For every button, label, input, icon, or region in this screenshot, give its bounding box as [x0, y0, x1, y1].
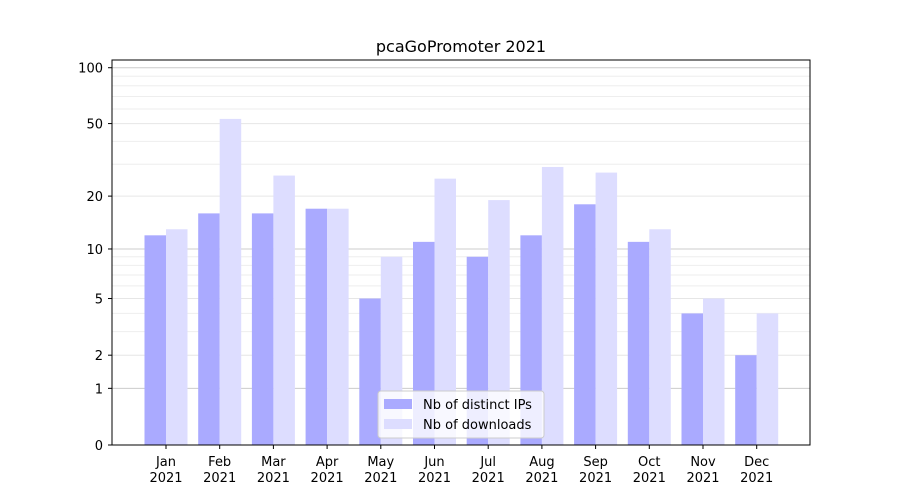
- bar-may-series-1: [359, 298, 381, 445]
- bar-feb-series-2: [219, 118, 242, 445]
- x-tick-year-label: 2021: [472, 471, 505, 486]
- x-tick-label: Dec: [744, 455, 769, 470]
- y-tick-label: 10: [86, 243, 103, 258]
- bar-jun-series-2: [434, 178, 456, 445]
- x-tick-label: Mar: [261, 455, 286, 470]
- bar-sep-series-2: [595, 172, 618, 445]
- legend-box: [377, 390, 545, 439]
- x-tick-year-label: 2021: [579, 471, 612, 486]
- plot-frame: [111, 59, 811, 446]
- x-tick-year-label: 2021: [257, 471, 290, 486]
- x-tick-label: Jun: [423, 455, 444, 470]
- y-tick-label: 20: [86, 190, 103, 205]
- chart-title: pcaGoPromoter 2021: [376, 37, 546, 56]
- bar-nov-series-2: [703, 298, 725, 445]
- x-tick-label: Jul: [479, 455, 496, 470]
- bar-mar-series-2: [273, 175, 295, 445]
- bar-jan-series-1: [144, 235, 166, 445]
- bar-aug-series-2: [541, 166, 564, 445]
- bar-sep-series-1: [574, 204, 596, 445]
- bar-oct-series-1: [627, 241, 650, 445]
- y-tick-label: 5: [95, 293, 103, 308]
- bar-jul-series-2: [488, 200, 510, 445]
- x-tick-year-label: 2021: [633, 471, 666, 486]
- bar-feb-series-1: [198, 213, 220, 445]
- x-tick-label: Feb: [208, 455, 231, 470]
- legend-label: Nb of distinct IPs: [423, 398, 532, 413]
- x-tick-label: May: [367, 455, 394, 470]
- y-tick-label: 0: [95, 439, 103, 454]
- x-tick-label: Oct: [638, 455, 660, 470]
- legend-swatch: [384, 399, 412, 409]
- y-tick-label: 2: [95, 349, 103, 364]
- bar-nov-series-1: [681, 313, 703, 445]
- x-tick-label: Sep: [583, 455, 608, 470]
- bar-jan-series-2: [166, 229, 188, 445]
- axes: 0125102050100Jan2021Feb2021Mar2021Apr202…: [78, 59, 811, 486]
- bar-apr-series-2: [327, 208, 349, 445]
- x-tick-year-label: 2021: [311, 471, 344, 486]
- x-tick-label: Apr: [316, 455, 339, 470]
- x-tick-year-label: 2021: [686, 471, 719, 486]
- x-tick-year-label: 2021: [364, 471, 397, 486]
- y-tick-label: 100: [78, 62, 103, 77]
- bar-dec-series-1: [735, 355, 757, 445]
- x-tick-year-label: 2021: [525, 471, 558, 486]
- x-tick-label: Nov: [690, 455, 716, 470]
- legend-label: Nb of downloads: [423, 418, 532, 433]
- x-tick-year-label: 2021: [149, 471, 182, 486]
- legend-swatch: [384, 419, 412, 429]
- x-tick-year-label: 2021: [418, 471, 451, 486]
- bar-dec-series-2: [756, 313, 779, 445]
- y-tick-label: 1: [95, 382, 103, 397]
- x-tick-year-label: 2021: [740, 471, 773, 486]
- bar-mar-series-1: [251, 213, 274, 445]
- bar-apr-series-1: [305, 208, 328, 445]
- x-tick-label: Aug: [529, 455, 554, 470]
- x-tick-label: Jan: [155, 455, 176, 470]
- x-tick-year-label: 2021: [203, 471, 236, 486]
- y-tick-label: 50: [86, 118, 103, 133]
- bar-oct-series-2: [649, 229, 671, 445]
- legend: Nb of distinct IPs Nb of downloads: [377, 390, 545, 439]
